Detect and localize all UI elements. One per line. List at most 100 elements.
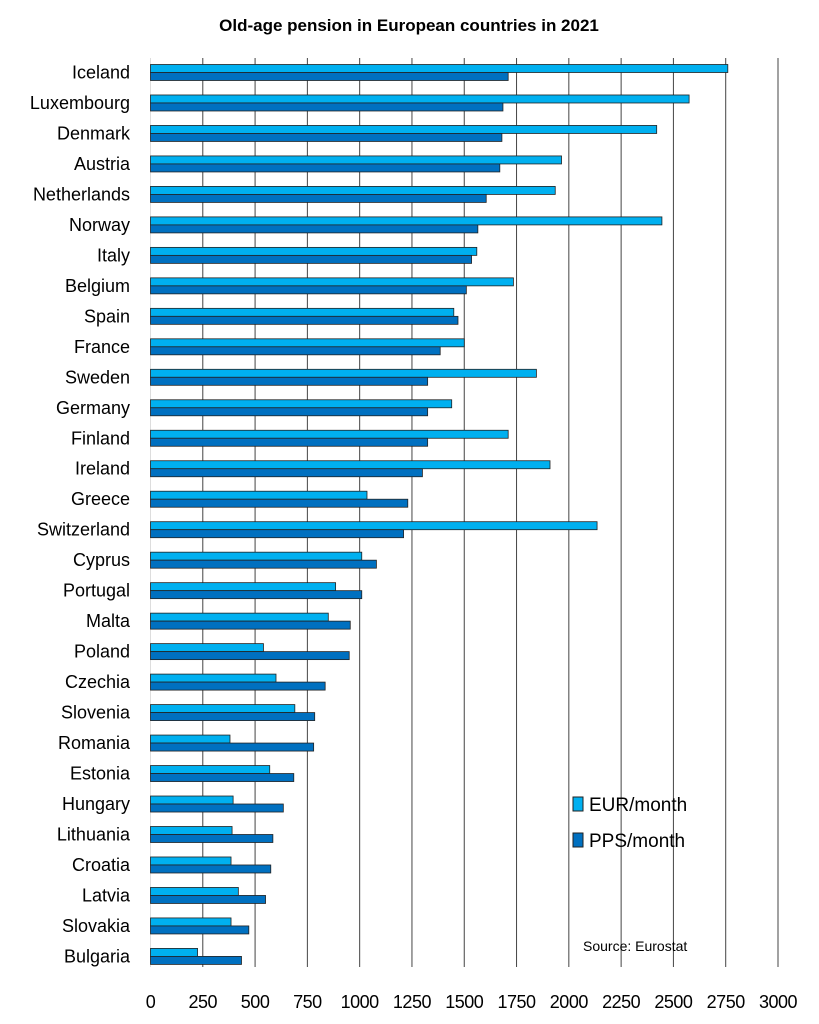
bar-pps-netherlands: [150, 194, 487, 203]
category-label: Luxembourg: [30, 93, 130, 113]
bar-eur-bulgaria: [150, 948, 198, 957]
category-label: Germany: [56, 398, 130, 418]
bar-eur-greece: [150, 490, 368, 500]
x-tick-label: 2500: [654, 992, 693, 1012]
category-label: Finland: [71, 428, 130, 448]
bar-eur-slovakia: [150, 917, 232, 927]
category-label: Portugal: [63, 581, 130, 601]
bar-pps-switzerland: [150, 529, 404, 539]
category-label: Slovakia: [62, 916, 131, 936]
x-tick-label: 2750: [707, 992, 746, 1012]
bar-eur-hungary: [150, 795, 234, 805]
x-tick-label: 500: [241, 992, 270, 1012]
bar-pps-spain: [150, 315, 459, 325]
category-label: Latvia: [82, 885, 131, 905]
bar-pps-italy: [150, 254, 472, 264]
bar-eur-sweden: [150, 368, 537, 378]
category-label: Denmark: [57, 123, 131, 143]
bar-pps-lithuania: [150, 834, 274, 843]
bar-eur-poland: [150, 643, 264, 653]
category-label: Spain: [84, 306, 130, 326]
chart-title: Old-age pension in European countries in…: [219, 16, 599, 35]
bar-eur-belgium: [150, 277, 514, 287]
category-label: Poland: [74, 642, 130, 662]
bar-pps-austria: [150, 163, 501, 173]
bar-pps-sweden: [150, 376, 429, 386]
bar-eur-romania: [150, 734, 231, 744]
bar-eur-slovenia: [150, 704, 296, 713]
legend-label-eur: EUR/month: [589, 795, 687, 816]
legend: EUR/month PPS/month: [572, 795, 687, 852]
x-tick-label: 2250: [602, 992, 641, 1012]
x-tick-label: 2000: [550, 992, 589, 1012]
bar-pps-luxembourg: [150, 102, 504, 112]
legend-label-pps: PPS/month: [589, 831, 685, 852]
bar-pps-denmark: [150, 133, 503, 142]
category-label: Norway: [69, 215, 130, 235]
category-label: Bulgaria: [64, 946, 131, 966]
legend-swatch-eur: [572, 796, 584, 812]
bar-pps-ireland: [150, 468, 423, 478]
bar-eur-austria: [150, 155, 562, 165]
bar-eur-france: [150, 338, 465, 348]
category-label: Czechia: [65, 672, 131, 692]
category-label: Malta: [86, 611, 131, 631]
bar-eur-estonia: [150, 765, 271, 774]
bar-pps-poland: [150, 651, 350, 661]
bar-eur-iceland: [150, 64, 729, 73]
legend-swatch-pps: [572, 832, 584, 848]
category-label: Netherlands: [33, 184, 130, 204]
x-tick-label: 250: [189, 992, 218, 1012]
bar-eur-spain: [150, 307, 455, 317]
bar-eur-norway: [150, 216, 663, 226]
category-label: Belgium: [65, 276, 130, 296]
bar-pps-cyprus: [150, 559, 377, 569]
category-label: Romania: [58, 733, 131, 753]
category-label: Greece: [71, 489, 130, 509]
category-label: Hungary: [62, 794, 130, 814]
category-label: France: [74, 337, 130, 357]
bar-eur-finland: [150, 429, 509, 439]
bar-pps-iceland: [150, 72, 509, 81]
category-label: Iceland: [72, 63, 130, 83]
x-tick-label: 1250: [393, 992, 432, 1012]
category-label: Estonia: [70, 764, 131, 784]
x-tick-label: 1500: [445, 992, 484, 1012]
bar-pps-germany: [150, 407, 429, 417]
bar-eur-denmark: [150, 125, 658, 134]
bar-pps-czechia: [150, 681, 326, 691]
bar-eur-ireland: [150, 460, 551, 470]
x-tick-label: 1750: [498, 992, 537, 1012]
category-labels: Iceland Luxembourg Denmark Austria Netherlan…: [30, 63, 131, 967]
bar-pps-croatia: [150, 864, 272, 874]
bar-eur-czechia: [150, 673, 277, 683]
bar-pps-bulgaria: [150, 956, 242, 965]
category-label: Slovenia: [61, 703, 131, 723]
bar-pps-belgium: [150, 285, 467, 295]
bar-eur-cyprus: [150, 551, 363, 561]
x-tick-label: 1000: [341, 992, 380, 1012]
bar-eur-switzerland: [150, 521, 598, 531]
bar-eur-italy: [150, 246, 478, 256]
bar-pps-estonia: [150, 773, 295, 782]
x-tick-label: 750: [293, 992, 322, 1012]
category-label: Croatia: [72, 855, 131, 875]
bar-eur-netherlands: [150, 186, 556, 195]
bar-pps-malta: [150, 620, 351, 630]
bars: [150, 64, 729, 965]
bar-pps-hungary: [150, 803, 284, 813]
category-label: Switzerland: [37, 520, 130, 540]
x-tick-label: 0: [146, 992, 156, 1012]
bar-eur-lithuania: [150, 826, 233, 835]
category-label: Lithuania: [57, 825, 131, 845]
bar-eur-portugal: [150, 582, 337, 592]
bar-pps-portugal: [150, 590, 363, 600]
bar-eur-luxembourg: [150, 94, 690, 104]
bar-pps-finland: [150, 437, 429, 447]
category-label: Ireland: [75, 459, 130, 479]
bar-pps-romania: [150, 742, 315, 752]
x-tick-label: 3000: [759, 992, 798, 1012]
bar-pps-france: [150, 346, 441, 356]
bar-pps-slovakia: [150, 925, 250, 935]
